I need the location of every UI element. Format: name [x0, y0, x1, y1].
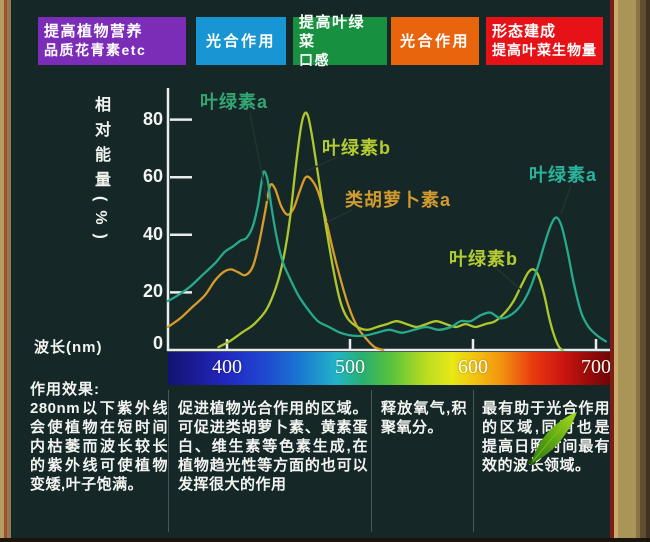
footer-col-uv-effect: 280nm以下紫外线会使植物在短时间内枯萎而波长较长的紫外线可使植物变矮,叶子饱…: [30, 400, 168, 493]
header-box-line: 口感: [299, 51, 330, 68]
label-chlorophyll-b-right: 叶绿素b: [449, 249, 518, 269]
footer-divider: [168, 390, 169, 532]
header-box-leaf-taste: 提高叶绿菜 口感: [293, 14, 387, 68]
footer-col-green-effect: 释放氧气,积聚氧分。: [381, 400, 467, 436]
header-box-line: 提高植物营养: [44, 23, 144, 40]
header-box-line: 品质花青素etc: [44, 42, 147, 58]
leaf-icon: [528, 412, 577, 465]
header-box-line: 形态建成: [492, 23, 557, 40]
header-box-line: 光合作用: [399, 32, 470, 50]
footer-col-blue-effect: 促进植物光合作用的区域。可促进类胡萝卜素、黄素蛋白、维生素等色素生成,在植物趋光…: [178, 400, 368, 493]
footer-divider: [473, 390, 474, 532]
header-box-line: 提高叶绿菜: [299, 13, 366, 50]
header-box-morphogenesis: 形态建成 提高叶菜生物量: [486, 17, 603, 65]
frame-left-edge: [0, 0, 11, 542]
header-box-photosynthesis-orange: 光合作用: [391, 17, 479, 65]
x-tick-label: 400: [212, 356, 242, 378]
y-tick-label: 40: [142, 223, 163, 244]
label-chlorophyll-b-mid: 叶绿素b: [322, 138, 391, 158]
y-tick-label: 80: [142, 108, 163, 129]
x-axis-title: 波长(nm): [34, 339, 103, 356]
header-box-anthocyanin: 提高植物营养 品质花青素etc: [38, 17, 186, 65]
wavelength-spectrum-bar: [168, 352, 612, 385]
header-box-photosynthesis-blue: 光合作用: [196, 17, 286, 65]
label-chlorophyll-a-right: 叶绿素a: [529, 165, 598, 185]
frame-bottom-edge: [0, 538, 650, 542]
footer-title: 作用效果:: [30, 381, 100, 398]
label-chlorophyll-a-left: 叶绿素a: [200, 92, 269, 112]
header-box-line: 光合作用: [205, 32, 276, 50]
x-tick-label: 700: [581, 356, 611, 378]
frame-right-edge: [610, 0, 650, 542]
footer-divider: [371, 390, 372, 532]
label-carotenoid-a: 类胡萝卜素a: [345, 190, 452, 210]
x-tick-label: 600: [458, 356, 488, 378]
y-axis-origin-label: 0: [152, 333, 163, 353]
y-axis-title: 相对能量(%): [92, 96, 109, 248]
x-tick-label: 500: [335, 356, 365, 378]
header-box-line: 提高叶菜生物量: [492, 42, 597, 58]
y-tick-label: 20: [142, 281, 163, 302]
y-tick-label: 60: [142, 166, 163, 187]
